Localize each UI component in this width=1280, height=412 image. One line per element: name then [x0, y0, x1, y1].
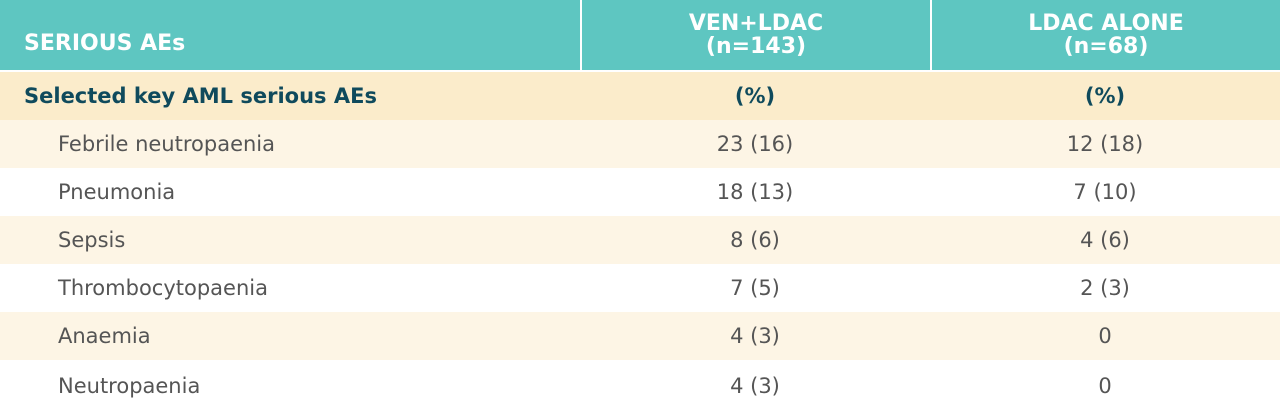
subheader-cell: Selected key AML serious AEs — [24, 84, 377, 108]
table-cell: Febrile neutropaenia — [58, 132, 276, 156]
table-cell: 4 (3) — [730, 324, 780, 348]
header-cell: SERIOUS AEs — [0, 0, 580, 70]
table-row: Sepsis 8 (6) 4 (6) — [0, 216, 1280, 264]
table-cell: 18 (13) — [716, 180, 794, 204]
table-cell: 7 (10) — [1073, 180, 1137, 204]
header-row: SERIOUS AEs VEN+LDAC (n=143) LDAC ALONE (n=6… — [0, 0, 1280, 70]
table-cell: Sepsis — [58, 228, 126, 252]
table-row: Neutropaenia 4 (3) 0 — [0, 360, 1280, 412]
subheader-cell: (%) — [1084, 84, 1126, 108]
header-text: VEN+LDAC — [688, 11, 824, 36]
header-text: LDAC ALONE — [1028, 11, 1184, 36]
header-cell: LDAC ALONE (n=68) — [930, 0, 1280, 70]
table-cell: 7 (5) — [730, 276, 780, 300]
table-cell: Anaemia — [58, 324, 151, 348]
table-cell: 12 (18) — [1066, 132, 1144, 156]
table-cell: 0 — [1098, 324, 1112, 348]
subheader-cell: (%) — [734, 84, 776, 108]
header-cell: VEN+LDAC (n=143) — [580, 0, 930, 70]
table-cell: 2 (3) — [1080, 276, 1130, 300]
table-cell: 4 (6) — [1080, 228, 1130, 252]
table-row: Anaemia 4 (3) 0 — [0, 312, 1280, 360]
table-cell: Thrombocytopaenia — [58, 276, 268, 300]
table-row: Thrombocytopaenia 7 (5) 2 (3) — [0, 264, 1280, 312]
header-text: SERIOUS AEs — [24, 30, 186, 56]
header-text: (n=68) — [1063, 34, 1149, 59]
subheader-row: Selected key AML serious AEs (%) (%) — [0, 72, 1280, 120]
table-cell: 4 (3) — [730, 374, 780, 398]
table-row: Pneumonia 18 (13) 7 (10) — [0, 168, 1280, 216]
table-cell: Pneumonia — [58, 180, 176, 204]
table-cell: Neutropaenia — [58, 374, 201, 398]
table-row: Febrile neutropaenia 23 (16) 12 (18) — [0, 120, 1280, 168]
table-cell: 0 — [1098, 374, 1112, 398]
table-cell: 8 (6) — [730, 228, 780, 252]
table-cell: 23 (16) — [716, 132, 794, 156]
header-text: (n=143) — [705, 34, 807, 59]
